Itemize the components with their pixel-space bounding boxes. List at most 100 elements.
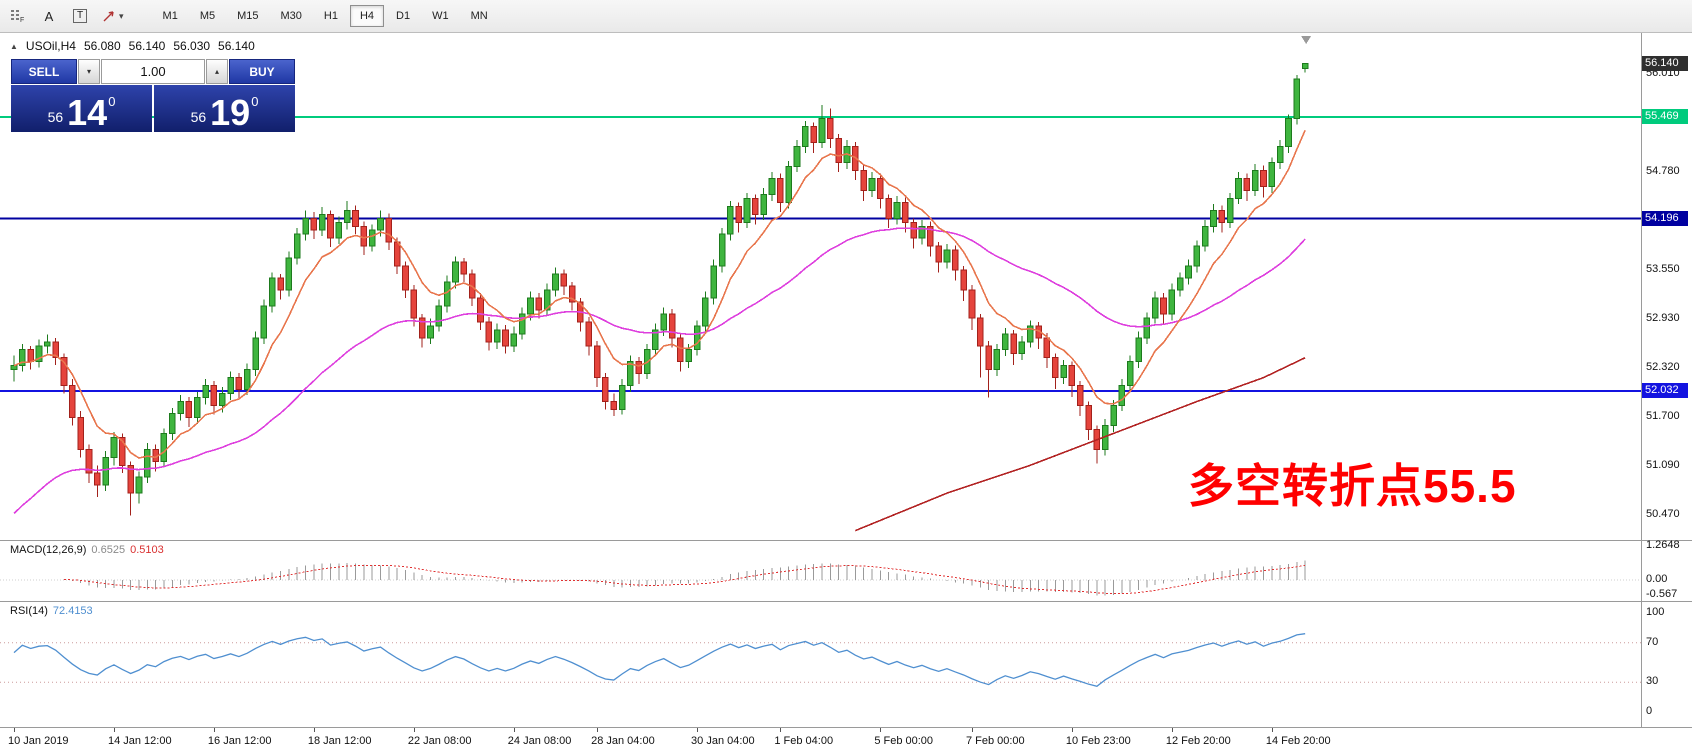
buy-button[interactable]: BUY [229, 59, 295, 84]
time-tick [313, 728, 315, 732]
price-tag-52.032: 52.032 [1642, 383, 1688, 399]
macd-label: MACD(12,26,9) 0.6525 0.5103 [10, 544, 164, 556]
one-click-trade-panel: SELL ▾ ▴ BUY 56 14 0 56 19 0 [11, 59, 295, 132]
timeframe-d1-button[interactable]: D1 [386, 5, 420, 27]
price-axis-label: 52.320 [1646, 361, 1680, 374]
time-axis-label: 30 Jan 04:00 [691, 735, 755, 747]
time-axis-label: 24 Jan 08:00 [507, 735, 572, 747]
chevron-down-icon: ▾ [86, 67, 91, 76]
time-axis-label: 5 Feb 00:00 [874, 735, 934, 747]
ask-price-pipette: 0 [251, 94, 259, 109]
timeframe-buttons-group: M1 M5 M15 M30 H1 H4 D1 W1 MN [153, 5, 498, 27]
macd-signal-value: 0.5103 [130, 544, 164, 556]
macd-axis-label: 0.00 [1646, 573, 1668, 585]
time-axis-label: 12 Feb 20:00 [1165, 735, 1231, 747]
rsi-axis-label: 70 [1646, 635, 1659, 648]
time-tick [513, 728, 515, 732]
time-axis-label: 16 Jan 12:00 [207, 735, 272, 747]
ohlc-low: 56.030 [173, 39, 211, 53]
time-tick [14, 728, 15, 732]
rsi-axis-label: 100 [1646, 606, 1665, 618]
symbol-name: USOil,H4 [25, 39, 76, 53]
timeframe-m1-button[interactable]: M1 [153, 5, 188, 27]
price-tag-54.196: 54.196 [1642, 210, 1688, 226]
bid-price-big-digits: 14 [67, 92, 108, 134]
time-tick [971, 728, 973, 732]
ask-price-big-digits: 19 [210, 92, 251, 134]
chevron-down-icon: ▾ [119, 10, 124, 21]
price-chart-canvas[interactable] [0, 33, 1692, 540]
sell-button[interactable]: SELL [11, 59, 77, 84]
timeframe-m15-button[interactable]: M15 [227, 5, 268, 27]
timeframe-h4-button[interactable]: H4 [349, 5, 385, 27]
price-axis-label: 52.930 [1646, 312, 1680, 325]
rsi-indicator-canvas[interactable] [0, 601, 1692, 728]
timeframe-w1-button[interactable]: W1 [422, 5, 459, 27]
price-axis-line [1641, 33, 1642, 727]
objects-grid-button[interactable]: F [5, 4, 31, 28]
timeframe-mn-button[interactable]: MN [461, 5, 498, 27]
time-tick [1171, 728, 1173, 732]
ask-price-prefix: 56 [190, 109, 207, 125]
macd-signal-line [63, 564, 1306, 595]
chart-toolbar: F A T ▾ M1 M5 M15 M30 H1 H4 D1 W1 MN [0, 0, 1692, 33]
current-price-tag: 56.140 [1642, 55, 1688, 71]
price-axis-label: 53.550 [1646, 263, 1680, 276]
time-tick [113, 728, 115, 732]
grid-dots-icon: F [11, 10, 24, 24]
time-axis-label: 14 Jan 12:00 [107, 735, 172, 747]
time-tick [413, 728, 415, 732]
time-axis-separator [0, 727, 1692, 728]
time-axis-label: 7 Feb 00:00 [965, 735, 1025, 747]
rsi-axis-label: 0 [1646, 705, 1653, 717]
macd-main-value: 0.6525 [91, 544, 126, 556]
rsi-value: 72.4153 [52, 605, 93, 617]
rsi-label: RSI(14) 72.4153 [10, 605, 93, 617]
chart-shift-marker [1301, 36, 1312, 44]
time-axis-label: 10 Jan 2019 [8, 735, 69, 747]
time-axis-label: 18 Jan 12:00 [307, 735, 372, 747]
time-tick [213, 728, 215, 732]
ask-price-display[interactable]: 56 19 0 [154, 85, 295, 132]
rsi-axis-label: 30 [1646, 675, 1659, 688]
time-axis-label: 10 Feb 23:00 [1065, 735, 1131, 747]
volume-up-button[interactable]: ▴ [206, 59, 228, 84]
ma-fast-line [13, 129, 1306, 459]
time-tick [597, 728, 599, 732]
rsi-panel-separator[interactable] [0, 601, 1692, 602]
time-tick [1071, 728, 1073, 732]
chart-text-annotation: 多空转折点55.5 [1188, 460, 1517, 512]
timeframe-h1-button[interactable]: H1 [314, 5, 348, 27]
ohlc-close: 56.140 [218, 39, 255, 53]
chart-header: ▲ USOil,H4 56.080 56.140 56.030 56.140 [10, 39, 255, 53]
macd-axis-label: -0.567 [1646, 588, 1678, 601]
arrow-line-icon [103, 11, 114, 22]
macd-indicator-canvas[interactable] [0, 540, 1692, 601]
price-axis-label: 50.470 [1646, 508, 1680, 521]
time-axis[interactable]: 10 Jan 2019 14 Jan 12:00 16 Jan 12:00 18 Ja… [0, 728, 1692, 753]
text-tool-button[interactable]: T [67, 4, 93, 28]
macd-name: MACD(12,26,9) [10, 544, 87, 556]
arrow-tool-button[interactable]: ▾ [98, 4, 127, 28]
time-axis-label: 14 Feb 20:00 [1265, 735, 1331, 747]
timeframe-m30-button[interactable]: M30 [271, 5, 312, 27]
chevron-up-icon: ▴ [214, 67, 219, 76]
macd-axis-label: 1.2648 [1646, 539, 1680, 551]
text-label-tool-button[interactable]: A [36, 4, 62, 28]
volume-input[interactable] [101, 59, 205, 84]
time-tick [1271, 728, 1273, 732]
ma-long-line [855, 356, 1306, 532]
time-axis-label: 1 Feb 04:00 [774, 735, 834, 747]
bid-price-display[interactable]: 56 14 0 [11, 85, 152, 132]
collapse-triangle-icon[interactable]: ▲ [10, 41, 18, 51]
boxed-t-icon: T [72, 9, 88, 23]
macd-panel-separator[interactable] [0, 540, 1692, 541]
price-axis: 56.010 54.780 53.550 52.930 52.320 51.700 51.0… [1642, 0, 1692, 753]
price-axis-label: 51.090 [1646, 459, 1680, 472]
ohlc-open: 56.080 [83, 39, 121, 53]
rsi-line [13, 633, 1306, 687]
price-axis-label: 51.700 [1646, 410, 1680, 423]
timeframe-m5-button[interactable]: M5 [190, 5, 225, 27]
volume-dropdown-button[interactable]: ▾ [78, 59, 100, 84]
